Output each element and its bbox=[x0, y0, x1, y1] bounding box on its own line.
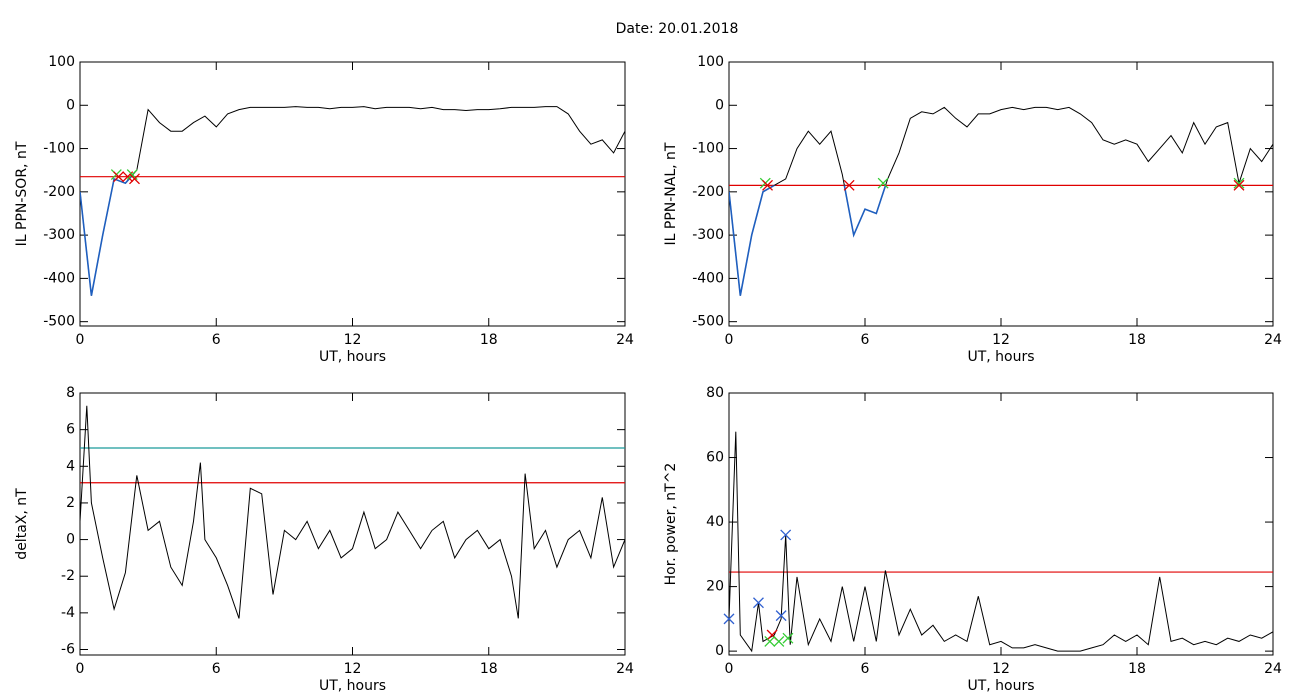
event-marker bbox=[843, 179, 855, 191]
y-tick-label: -300 bbox=[692, 227, 724, 243]
y-tick-label: -300 bbox=[43, 227, 75, 243]
y-tick-label: 6 bbox=[66, 422, 75, 438]
event-marker bbox=[877, 177, 889, 189]
y-tick-label: 60 bbox=[706, 450, 724, 466]
x-axis-label: UT, hours bbox=[967, 349, 1034, 365]
event-marker bbox=[1233, 177, 1245, 189]
y-tick-label: -200 bbox=[692, 184, 724, 200]
y-tick-label: 20 bbox=[706, 579, 724, 595]
y-tick-label: -200 bbox=[43, 184, 75, 200]
event-marker bbox=[1233, 179, 1245, 191]
x-tick-label: 0 bbox=[725, 332, 734, 348]
y-tick-label: 100 bbox=[697, 54, 724, 70]
x-tick-label: 18 bbox=[1128, 332, 1146, 348]
event-marker bbox=[113, 171, 125, 183]
y-tick-label: -100 bbox=[43, 141, 75, 157]
y-tick-label: 2 bbox=[66, 495, 75, 511]
y-tick-label: 40 bbox=[706, 514, 724, 530]
data-line bbox=[728, 106, 1274, 296]
data-line-below bbox=[729, 185, 887, 296]
y-tick-label: -400 bbox=[43, 270, 75, 286]
x-tick-label: 24 bbox=[616, 332, 634, 348]
event-marker bbox=[129, 173, 140, 185]
y-tick-label: -6 bbox=[61, 642, 75, 658]
plot-frame bbox=[728, 392, 1274, 656]
event-marker bbox=[775, 610, 787, 622]
x-tick-label: 6 bbox=[861, 332, 870, 348]
y-tick-label: 0 bbox=[66, 97, 75, 113]
y-axis-label: IL PPN-SOR, nT bbox=[14, 141, 30, 246]
data-line bbox=[79, 405, 626, 619]
data-line bbox=[728, 431, 1274, 653]
plot-frame bbox=[728, 61, 1274, 327]
data-line-below bbox=[80, 176, 133, 296]
x-tick-label: 6 bbox=[212, 332, 221, 348]
x-tick-label: 18 bbox=[480, 661, 498, 677]
event-marker bbox=[780, 529, 792, 541]
y-tick-label: -500 bbox=[692, 314, 724, 330]
y-tick-label: -100 bbox=[692, 141, 724, 157]
event-marker bbox=[782, 632, 794, 644]
y-tick-label: 0 bbox=[715, 643, 724, 659]
event-marker bbox=[762, 179, 773, 191]
y-tick-label: -4 bbox=[61, 605, 75, 621]
x-tick-label: 12 bbox=[992, 661, 1010, 677]
y-tick-label: -400 bbox=[692, 270, 724, 286]
plot-frame bbox=[79, 61, 626, 327]
x-tick-label: 0 bbox=[76, 332, 85, 348]
x-axis-label: UT, hours bbox=[319, 349, 386, 365]
y-axis-label: Hor. power, nT^2 bbox=[663, 463, 679, 586]
y-tick-label: 4 bbox=[66, 458, 75, 474]
event-marker bbox=[764, 635, 776, 647]
y-tick-label: -2 bbox=[61, 568, 75, 584]
chart-title: Date: 20.01.2018 bbox=[616, 21, 739, 37]
event-marker bbox=[753, 597, 764, 609]
y-tick-label: 0 bbox=[715, 97, 724, 113]
x-tick-label: 24 bbox=[1264, 332, 1282, 348]
x-tick-label: 18 bbox=[1128, 661, 1146, 677]
x-tick-label: 24 bbox=[616, 661, 634, 677]
x-tick-label: 12 bbox=[344, 332, 362, 348]
data-line bbox=[79, 106, 626, 296]
x-tick-label: 6 bbox=[212, 661, 221, 677]
event-marker bbox=[773, 635, 785, 647]
x-tick-label: 0 bbox=[725, 661, 734, 677]
x-tick-label: 18 bbox=[480, 332, 498, 348]
y-tick-label: -500 bbox=[43, 314, 75, 330]
y-axis-label: IL PPN-NAL, nT bbox=[663, 142, 679, 245]
x-tick-label: 12 bbox=[344, 661, 362, 677]
y-tick-label: 80 bbox=[706, 385, 724, 401]
event-marker bbox=[723, 613, 735, 625]
y-axis-label: deltaX, nT bbox=[14, 488, 30, 560]
x-tick-label: 24 bbox=[1264, 661, 1282, 677]
x-tick-label: 6 bbox=[861, 661, 870, 677]
x-axis-label: UT, hours bbox=[967, 678, 1034, 694]
x-tick-label: 0 bbox=[76, 661, 85, 677]
y-tick-label: 100 bbox=[48, 54, 75, 70]
plot-frame bbox=[79, 392, 626, 656]
x-tick-label: 12 bbox=[992, 332, 1010, 348]
x-axis-label: UT, hours bbox=[319, 678, 386, 694]
y-tick-label: 8 bbox=[66, 385, 75, 401]
y-tick-label: 0 bbox=[66, 532, 75, 548]
